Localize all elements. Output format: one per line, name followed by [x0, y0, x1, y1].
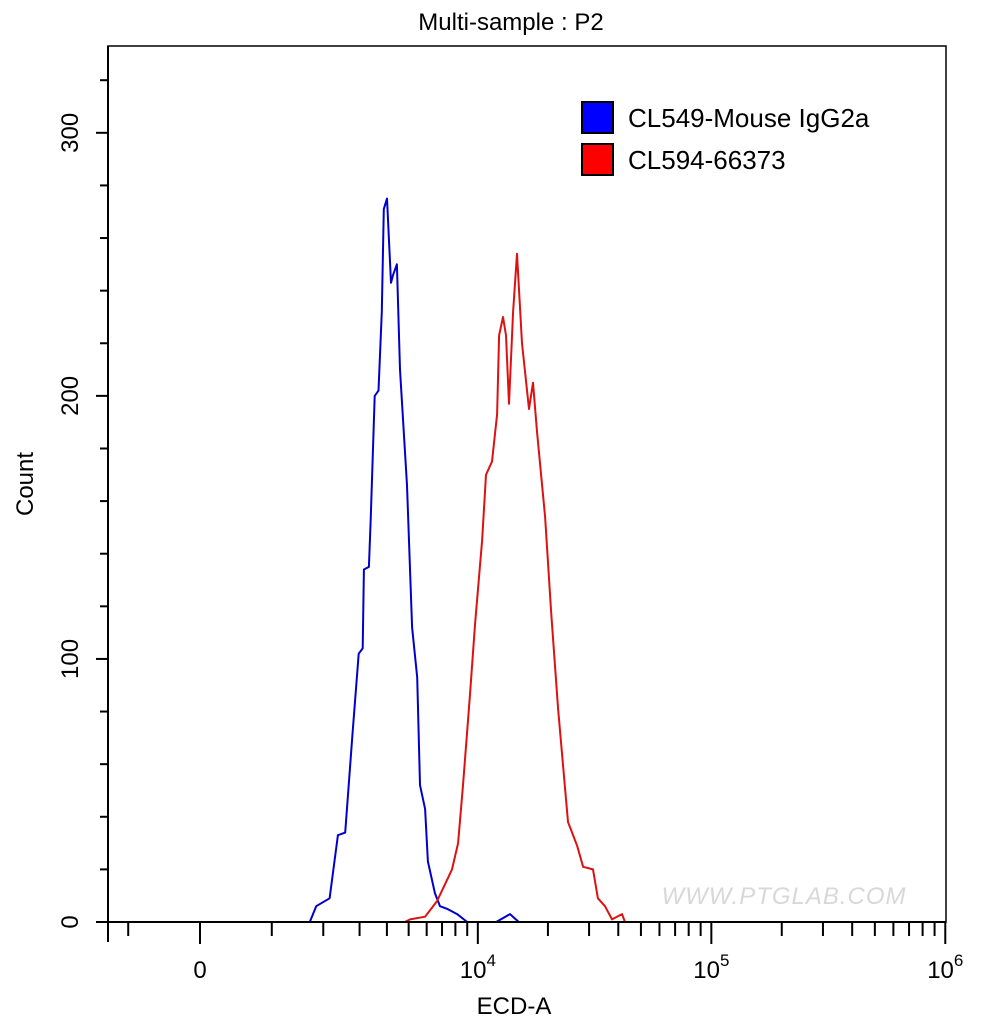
legend-label: CL594-66373	[628, 145, 786, 175]
legend-swatch	[581, 101, 614, 134]
x-axis-label: ECD-A	[477, 993, 552, 1020]
plot-frame	[107, 45, 947, 923]
y-tick-label: 300	[57, 113, 84, 153]
series-layer	[308, 197, 626, 923]
chart-title: Multi-sample : P2	[418, 9, 603, 36]
legend-label: CL549-Mouse IgG2a	[628, 103, 870, 133]
x-tick-label: 105	[693, 951, 729, 984]
series-line-1	[404, 252, 626, 923]
legend: CL549-Mouse IgG2a CL594-66373	[581, 101, 870, 176]
y-tick-label: 100	[57, 639, 84, 679]
y-tick-label: 0	[57, 915, 84, 928]
y-axis-label: Count	[12, 452, 39, 516]
legend-swatch	[581, 143, 614, 176]
axes-layer: 0 104 105 106 0 100 200 300	[57, 46, 963, 984]
x-tick-label: 104	[460, 951, 496, 984]
y-tick-label: 200	[57, 376, 84, 416]
series-line-0	[308, 197, 520, 923]
x-tick-label: 106	[927, 951, 963, 984]
x-tick-label: 0	[193, 957, 206, 984]
watermark: WWW.PTGLAB.COM	[661, 883, 906, 910]
